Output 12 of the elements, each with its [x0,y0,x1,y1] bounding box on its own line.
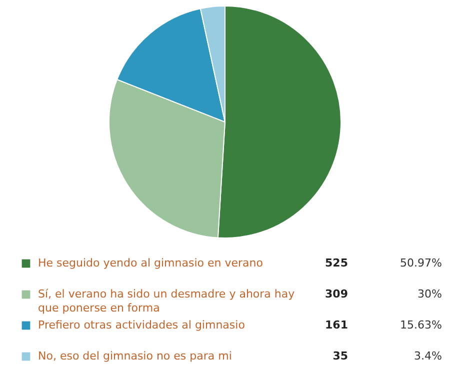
text: 50.97% [400,256,442,270]
data-label: 161 [325,318,348,332]
legend-label: No, eso del gimnasio no es para mi [38,350,232,362]
data-label: 525 [325,256,348,270]
legend-label: Sí, el verano ha sido un desmadre y ahora hay que ponerse en forma [38,288,296,314]
text: 3.4% [414,350,442,362]
legend-label: He seguido yendo al gimnasio en verano [38,256,264,270]
legend-label: Prefiero otras actividades al gimnasio [38,318,246,332]
data-label: 35 [332,350,348,362]
data-label: 309 [325,288,348,300]
text: 15.63% [400,318,442,332]
text: 30% [418,288,442,300]
